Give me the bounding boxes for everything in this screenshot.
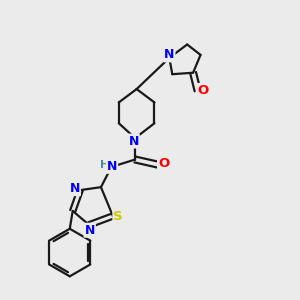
Text: N: N (128, 135, 139, 148)
Text: O: O (158, 157, 169, 170)
Text: H: H (100, 160, 109, 170)
Text: O: O (197, 84, 208, 97)
Text: N: N (164, 48, 175, 62)
Text: N: N (85, 224, 95, 237)
Text: N: N (70, 182, 80, 195)
Text: S: S (113, 210, 123, 223)
Text: N: N (107, 160, 117, 173)
